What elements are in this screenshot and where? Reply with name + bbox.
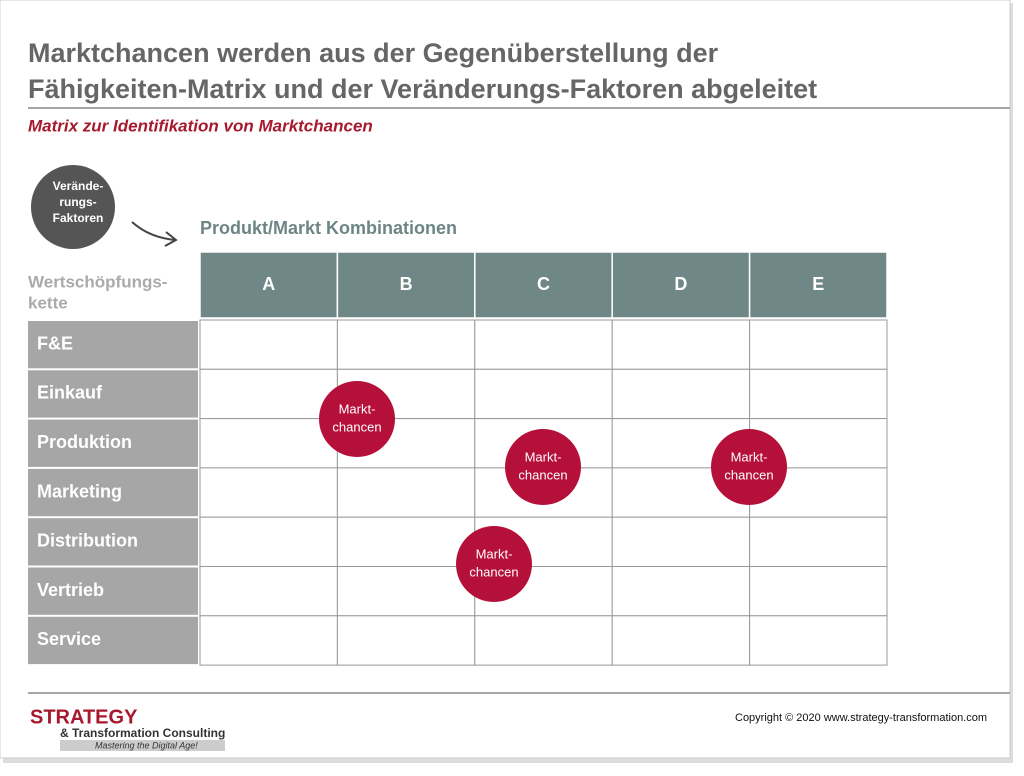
cell — [749, 516, 888, 568]
column-label: D — [674, 274, 687, 294]
row-label: Vertrieb — [37, 580, 104, 600]
cell — [336, 319, 476, 370]
row-header — [28, 321, 198, 369]
chance-text: chancen — [724, 467, 773, 482]
cell — [611, 566, 751, 617]
cell — [611, 319, 751, 370]
column-header — [611, 251, 751, 319]
column-label: B — [400, 274, 413, 294]
chance-text: chancen — [469, 564, 518, 579]
logo: STRATEGY — [30, 706, 138, 728]
row-label: Marketing — [37, 481, 122, 501]
cell — [199, 319, 338, 370]
cell — [199, 566, 338, 617]
row-title: Wertschöpfungs- — [28, 272, 167, 291]
cell — [336, 516, 476, 568]
copyright: Copyright © 2020 www.strategy-transforma… — [735, 712, 987, 724]
cell — [749, 566, 888, 617]
chance-text: Markt- — [476, 546, 513, 561]
row-label: F&E — [37, 333, 73, 353]
chance-circle — [456, 526, 532, 602]
cell — [611, 368, 751, 420]
circle-text: Verände- — [53, 179, 104, 193]
column-header — [199, 251, 339, 319]
row-header — [28, 468, 198, 517]
chance-text: Markt- — [525, 449, 562, 464]
cell — [749, 319, 888, 370]
title: Marktchancen werden aus der Gegenüberste… — [28, 38, 719, 68]
title: Fähigkeiten-Matrix und der Veränderungs-… — [28, 74, 817, 104]
chance-text: Markt- — [731, 449, 768, 464]
cell — [336, 566, 476, 617]
cell — [749, 615, 888, 666]
cell — [611, 615, 751, 666]
row-title: kette — [28, 293, 68, 312]
cell — [199, 368, 338, 420]
circle-text: Faktoren — [53, 211, 104, 225]
chance-text: Markt- — [339, 401, 376, 416]
row-header — [28, 419, 198, 467]
row-label: Service — [37, 629, 101, 649]
cell — [474, 615, 613, 666]
chance-text: chancen — [332, 419, 381, 434]
column-label: A — [262, 274, 275, 294]
arrow — [131, 221, 178, 247]
cell — [336, 467, 476, 518]
cell — [749, 368, 888, 420]
cell — [611, 516, 751, 568]
row-label: Distribution — [37, 531, 138, 551]
cell — [474, 368, 613, 420]
chance-circle — [319, 381, 395, 457]
chance-text: chancen — [518, 467, 567, 482]
logo-sub: & Transformation Consulting — [60, 726, 225, 740]
cell — [199, 467, 338, 518]
column-label: C — [537, 274, 550, 294]
column-header — [474, 251, 613, 319]
row-label: Produktion — [37, 432, 132, 452]
chance-circle — [711, 429, 787, 505]
factors-circle — [31, 165, 115, 249]
row-header — [28, 567, 198, 615]
column-title: Produkt/Markt Kombinationen — [200, 218, 457, 238]
row-header — [28, 370, 198, 418]
subtitle: Matrix zur Identifikation von Marktchanc… — [28, 116, 373, 135]
chance-circle — [505, 429, 581, 505]
cell — [474, 319, 613, 370]
column-label: E — [812, 274, 824, 294]
column-header — [748, 251, 888, 319]
circle-text: rungs- — [59, 195, 96, 209]
row-header — [28, 518, 198, 566]
tagline: Mastering the Digital Age! — [95, 740, 198, 750]
row-label: Einkauf — [37, 383, 103, 403]
cell — [199, 516, 338, 568]
column-header — [336, 251, 476, 319]
cell — [336, 615, 476, 666]
tagline-bar — [60, 740, 225, 751]
cell — [199, 615, 338, 666]
row-header — [28, 616, 198, 665]
cell — [199, 418, 338, 469]
